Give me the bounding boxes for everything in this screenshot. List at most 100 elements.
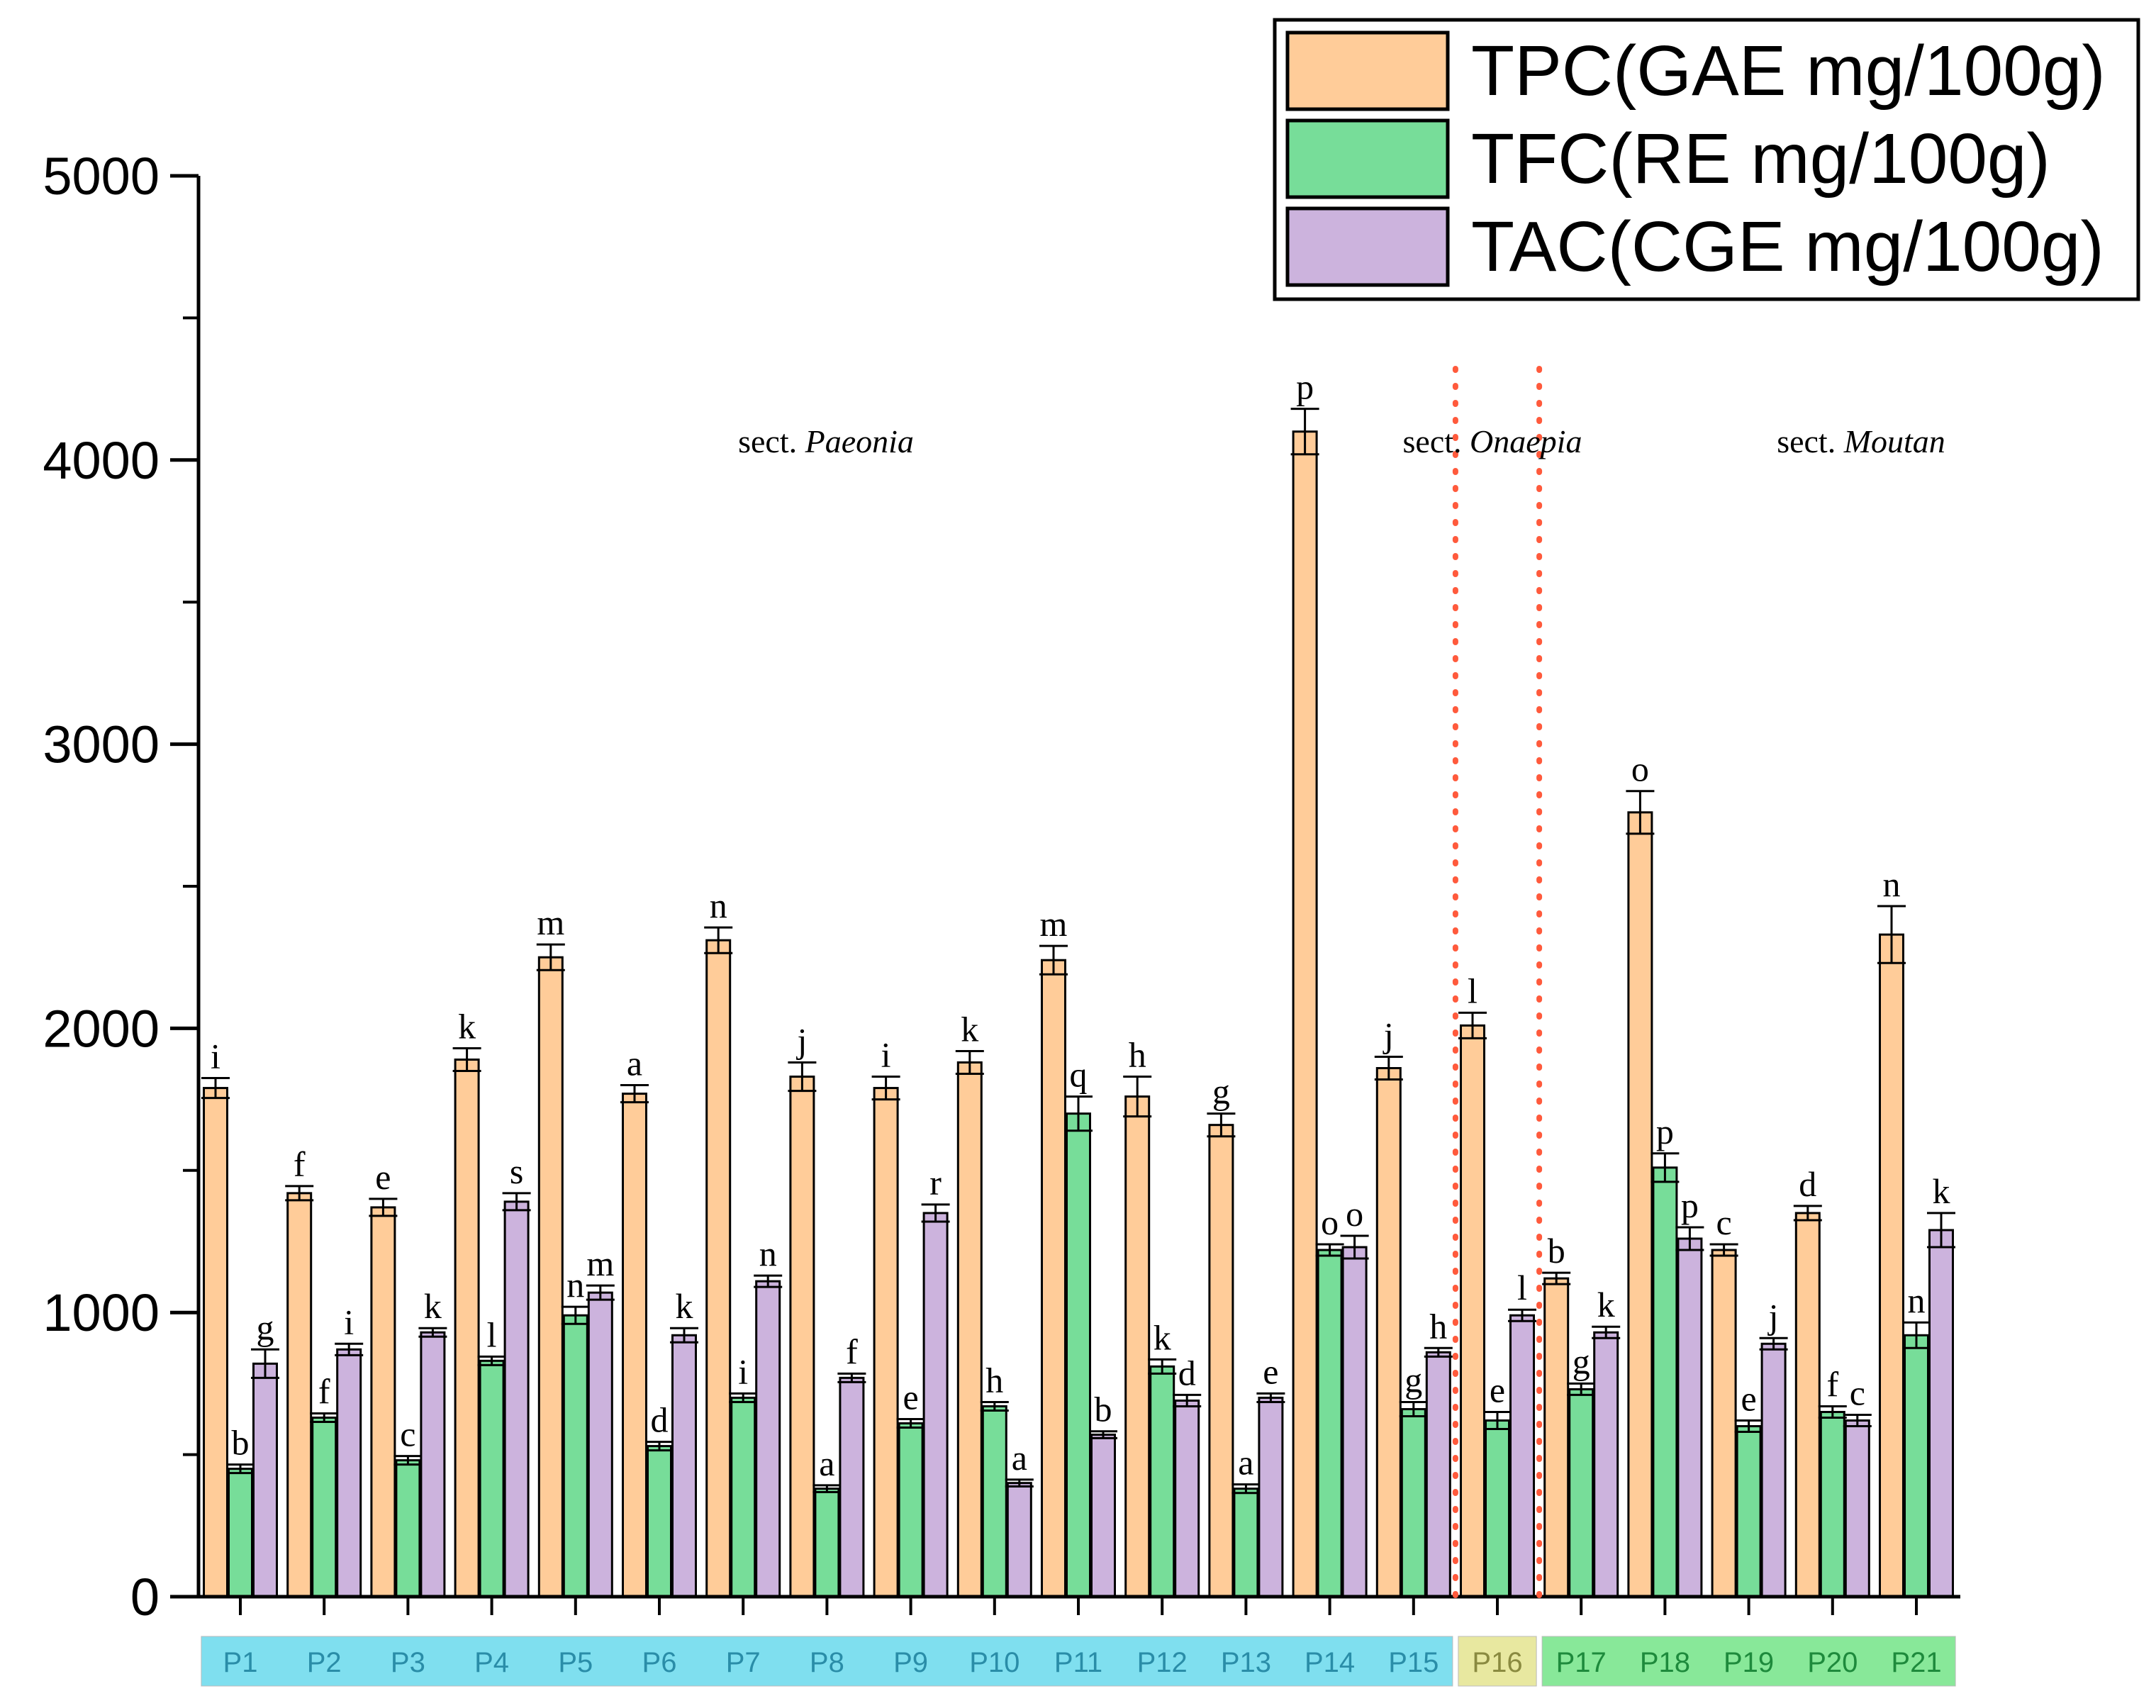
bar <box>1711 1249 1737 1598</box>
section-label: sect. Paeonia <box>738 423 914 459</box>
y-tick-label: 4000 <box>43 431 160 490</box>
bar <box>336 1348 362 1598</box>
bar <box>730 1396 756 1598</box>
significance-label: n <box>1908 1280 1926 1320</box>
bar <box>839 1376 865 1598</box>
significance-label: m <box>586 1244 614 1283</box>
bar <box>1677 1237 1703 1598</box>
significance-label: j <box>1767 1296 1779 1336</box>
significance-label: k <box>1597 1285 1615 1324</box>
significance-label: g <box>1404 1360 1422 1400</box>
significance-label: s <box>510 1151 523 1191</box>
bar <box>1627 811 1653 1598</box>
significance-label: a <box>1012 1438 1027 1478</box>
significance-label: g <box>257 1307 274 1347</box>
y-tick-label: 1000 <box>43 1283 160 1342</box>
significance-label: i <box>738 1351 748 1391</box>
bar <box>1844 1419 1870 1598</box>
bar <box>1425 1351 1451 1598</box>
bar <box>537 956 564 1598</box>
category-label: P1 <box>223 1647 258 1678</box>
category-label: P12 <box>1137 1647 1188 1678</box>
bar <box>228 1468 253 1598</box>
significance-label: e <box>1263 1351 1278 1391</box>
bar <box>1208 1124 1234 1598</box>
section-labels: sect. Paeonia sect. Onaepia sect. Moutan <box>738 423 1945 459</box>
significance-label: h <box>1129 1035 1146 1075</box>
significance-label: l <box>1517 1268 1527 1307</box>
category-label: P13 <box>1221 1647 1271 1678</box>
category-labels: P1 P2 P3 P4 P5 P6 P7 P8 P9 P10 P11 P12 P13 P14 P15 P16 P… <box>223 1647 1942 1678</box>
significance-label: h <box>1429 1306 1447 1346</box>
bar <box>370 1206 396 1598</box>
bar <box>395 1459 421 1598</box>
category-label: P3 <box>391 1647 425 1678</box>
bar <box>898 1422 924 1598</box>
bar <box>454 1058 480 1598</box>
bar <box>286 1192 313 1598</box>
significance-label: b <box>1548 1231 1565 1271</box>
significance-label: d <box>1178 1353 1196 1392</box>
significance-label: p <box>1656 1112 1674 1151</box>
legend-label: TAC(CGE mg/100g) <box>1471 207 2104 286</box>
bar <box>1652 1166 1678 1598</box>
bar <box>1485 1419 1510 1598</box>
significance-label: c <box>1850 1373 1865 1412</box>
significance-label: o <box>1321 1202 1339 1242</box>
significance-label: r <box>929 1163 942 1202</box>
bar <box>1400 1407 1426 1598</box>
significance-label: n <box>1883 864 1901 904</box>
series-3: g i k s m k n f r a b d e o h l k p j c k <box>251 1151 1955 1598</box>
bar <box>203 1087 228 1598</box>
significance-label: n <box>566 1265 584 1305</box>
bar <box>503 1200 530 1598</box>
bar <box>981 1405 1007 1598</box>
y-tick-label: 3000 <box>43 715 160 774</box>
significance-label: j <box>795 1020 807 1060</box>
significance-label: f <box>318 1371 330 1411</box>
bar <box>1258 1396 1284 1598</box>
significance-label: j <box>1383 1015 1394 1054</box>
bar <box>1006 1482 1032 1598</box>
significance-label: c <box>400 1414 415 1454</box>
category-label: P18 <box>1640 1647 1690 1678</box>
bar <box>814 1487 840 1598</box>
significance-label: d <box>651 1400 669 1440</box>
y-tick-label: 2000 <box>43 999 160 1058</box>
bar <box>479 1359 505 1598</box>
legend-swatch <box>1285 118 1450 199</box>
section-label: sect. Moutan <box>1777 423 1945 459</box>
significance-label: n <box>710 886 727 925</box>
bar <box>420 1331 446 1598</box>
bar <box>1736 1425 1762 1598</box>
y-tick-label: 5000 <box>43 147 160 206</box>
significance-label: e <box>375 1157 391 1197</box>
significance-label: f <box>846 1332 858 1371</box>
significance-label: b <box>232 1423 250 1463</box>
bar <box>647 1445 672 1598</box>
section-band-moutan <box>1541 1636 1956 1687</box>
significance-label: o <box>1631 749 1649 789</box>
section-label: sect. Onaepia <box>1403 423 1582 459</box>
bar <box>1292 430 1318 1598</box>
significance-label: o <box>1346 1194 1363 1234</box>
significance-label: i <box>211 1037 220 1076</box>
bar <box>1760 1342 1787 1598</box>
category-label: P15 <box>1388 1647 1439 1678</box>
significance-label: k <box>458 1006 476 1046</box>
significance-label: n <box>759 1234 777 1273</box>
bar <box>1593 1331 1619 1598</box>
bar <box>1041 959 1066 1598</box>
bar <box>1904 1334 1929 1598</box>
category-label: P14 <box>1305 1647 1355 1678</box>
significance-label: k <box>676 1286 693 1326</box>
bar <box>671 1334 697 1598</box>
section-separators <box>1452 366 1543 1600</box>
legend-swatch <box>1285 206 1450 287</box>
significance-label: e <box>903 1378 918 1417</box>
bar <box>1174 1399 1200 1598</box>
bar <box>1090 1434 1116 1598</box>
